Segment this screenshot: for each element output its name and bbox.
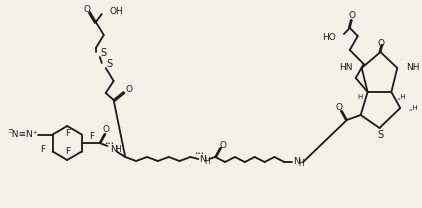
Text: HN: HN bbox=[339, 63, 353, 73]
Text: O: O bbox=[348, 11, 355, 21]
Text: F: F bbox=[65, 130, 70, 139]
Text: O: O bbox=[378, 38, 385, 47]
Text: H: H bbox=[298, 158, 304, 167]
Text: O: O bbox=[335, 103, 343, 111]
Text: N: N bbox=[110, 145, 117, 154]
Text: N: N bbox=[293, 157, 300, 166]
Text: ,,H: ,,H bbox=[396, 94, 406, 100]
Text: NH: NH bbox=[406, 63, 419, 73]
Text: O: O bbox=[219, 140, 227, 150]
Text: O: O bbox=[126, 84, 133, 94]
Text: S: S bbox=[377, 130, 384, 140]
Text: N: N bbox=[199, 156, 206, 165]
Text: S: S bbox=[107, 59, 113, 69]
Text: •••: ••• bbox=[104, 141, 114, 146]
Text: H: H bbox=[357, 94, 362, 100]
Text: ⁻N≡N⁺: ⁻N≡N⁺ bbox=[8, 130, 38, 139]
Text: •••: ••• bbox=[194, 151, 204, 156]
Text: H: H bbox=[116, 146, 121, 155]
Text: S: S bbox=[101, 48, 107, 58]
Text: O: O bbox=[84, 5, 90, 14]
Text: O: O bbox=[103, 125, 110, 135]
Text: ,,H: ,,H bbox=[408, 105, 418, 111]
Text: F: F bbox=[89, 132, 94, 141]
Text: F: F bbox=[40, 145, 45, 154]
Text: H: H bbox=[204, 156, 210, 166]
Text: −: − bbox=[7, 128, 13, 134]
Text: HO: HO bbox=[322, 32, 336, 42]
Text: F: F bbox=[65, 147, 70, 156]
Text: OH: OH bbox=[110, 7, 124, 16]
